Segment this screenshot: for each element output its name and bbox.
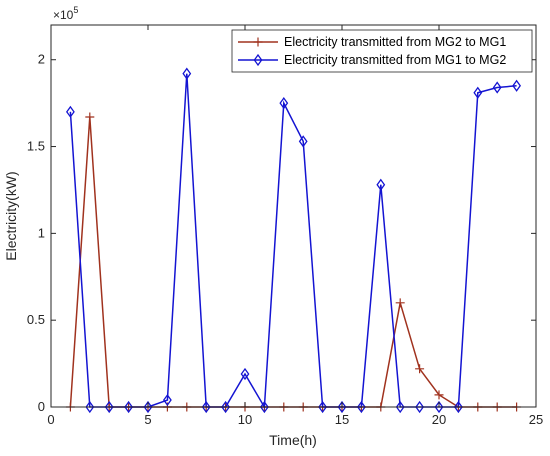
y-tick-label: 0 (38, 399, 45, 414)
y-axis-label: Electricity(kW) (3, 171, 19, 260)
legend-marker-1 (253, 37, 263, 47)
data-point-2 (104, 400, 114, 414)
y-exponent-label: ×105 (53, 5, 78, 22)
x-tick-label: 0 (47, 412, 54, 427)
x-tick-label: 25 (529, 412, 543, 427)
data-point-2 (298, 135, 308, 148)
data-point-2 (376, 178, 386, 191)
data-point-1 (415, 364, 425, 374)
data-point-2 (492, 81, 502, 94)
legend-label-mg2-to-mg1: Electricity transmitted from MG2 to MG1 (284, 35, 506, 49)
data-point-2 (65, 105, 75, 118)
y-exponent-base: ×10 (53, 8, 74, 22)
legend-marker-2 (253, 53, 263, 67)
data-point-2 (240, 367, 250, 381)
data-point-2 (473, 86, 483, 99)
x-tick-label: 10 (238, 412, 252, 427)
data-point-2 (395, 400, 405, 414)
x-tick-label: 5 (144, 412, 151, 427)
data-point-2 (182, 67, 192, 80)
data-point-2 (143, 400, 153, 414)
legend-label-mg1-to-mg2: Electricity transmitted from MG1 to MG2 (284, 53, 506, 67)
data-point-2 (434, 400, 444, 414)
data-point-1 (85, 112, 95, 122)
x-tick-label: 15 (335, 412, 349, 427)
data-point-2 (453, 400, 463, 414)
data-point-2 (337, 400, 347, 414)
y-tick-label: 1 (38, 225, 45, 240)
y-axis: 0 0.5 1 1.5 2 (27, 52, 536, 414)
x-tick-label: 20 (432, 412, 446, 427)
data-point-2 (201, 400, 211, 414)
data-point-2 (512, 79, 522, 92)
data-point-2 (221, 400, 231, 414)
data-point-1 (434, 390, 444, 400)
x-axis: 0 5 10 15 20 25 (47, 25, 543, 427)
data-point-2 (356, 400, 366, 414)
y-tick-label: 1.5 (27, 139, 45, 154)
y-tick-label: 2 (38, 52, 45, 67)
data-point-2 (162, 393, 172, 407)
data-point-2 (124, 400, 134, 414)
legend: Electricity transmitted from MG2 to MG1 … (231, 29, 533, 73)
y-tick-label: 0.5 (27, 312, 45, 327)
data-point-2 (318, 400, 328, 414)
data-point-2 (259, 400, 269, 414)
data-point-2 (415, 400, 425, 414)
data-point-2 (279, 97, 289, 110)
plot-area-background (51, 25, 536, 407)
data-point-1 (395, 298, 405, 308)
plot-area-frame (50, 24, 537, 408)
data-point-2 (85, 400, 95, 414)
legend-box (231, 29, 533, 73)
x-axis-label: Time(h) (269, 432, 317, 448)
y-exponent-power: 5 (73, 5, 78, 15)
